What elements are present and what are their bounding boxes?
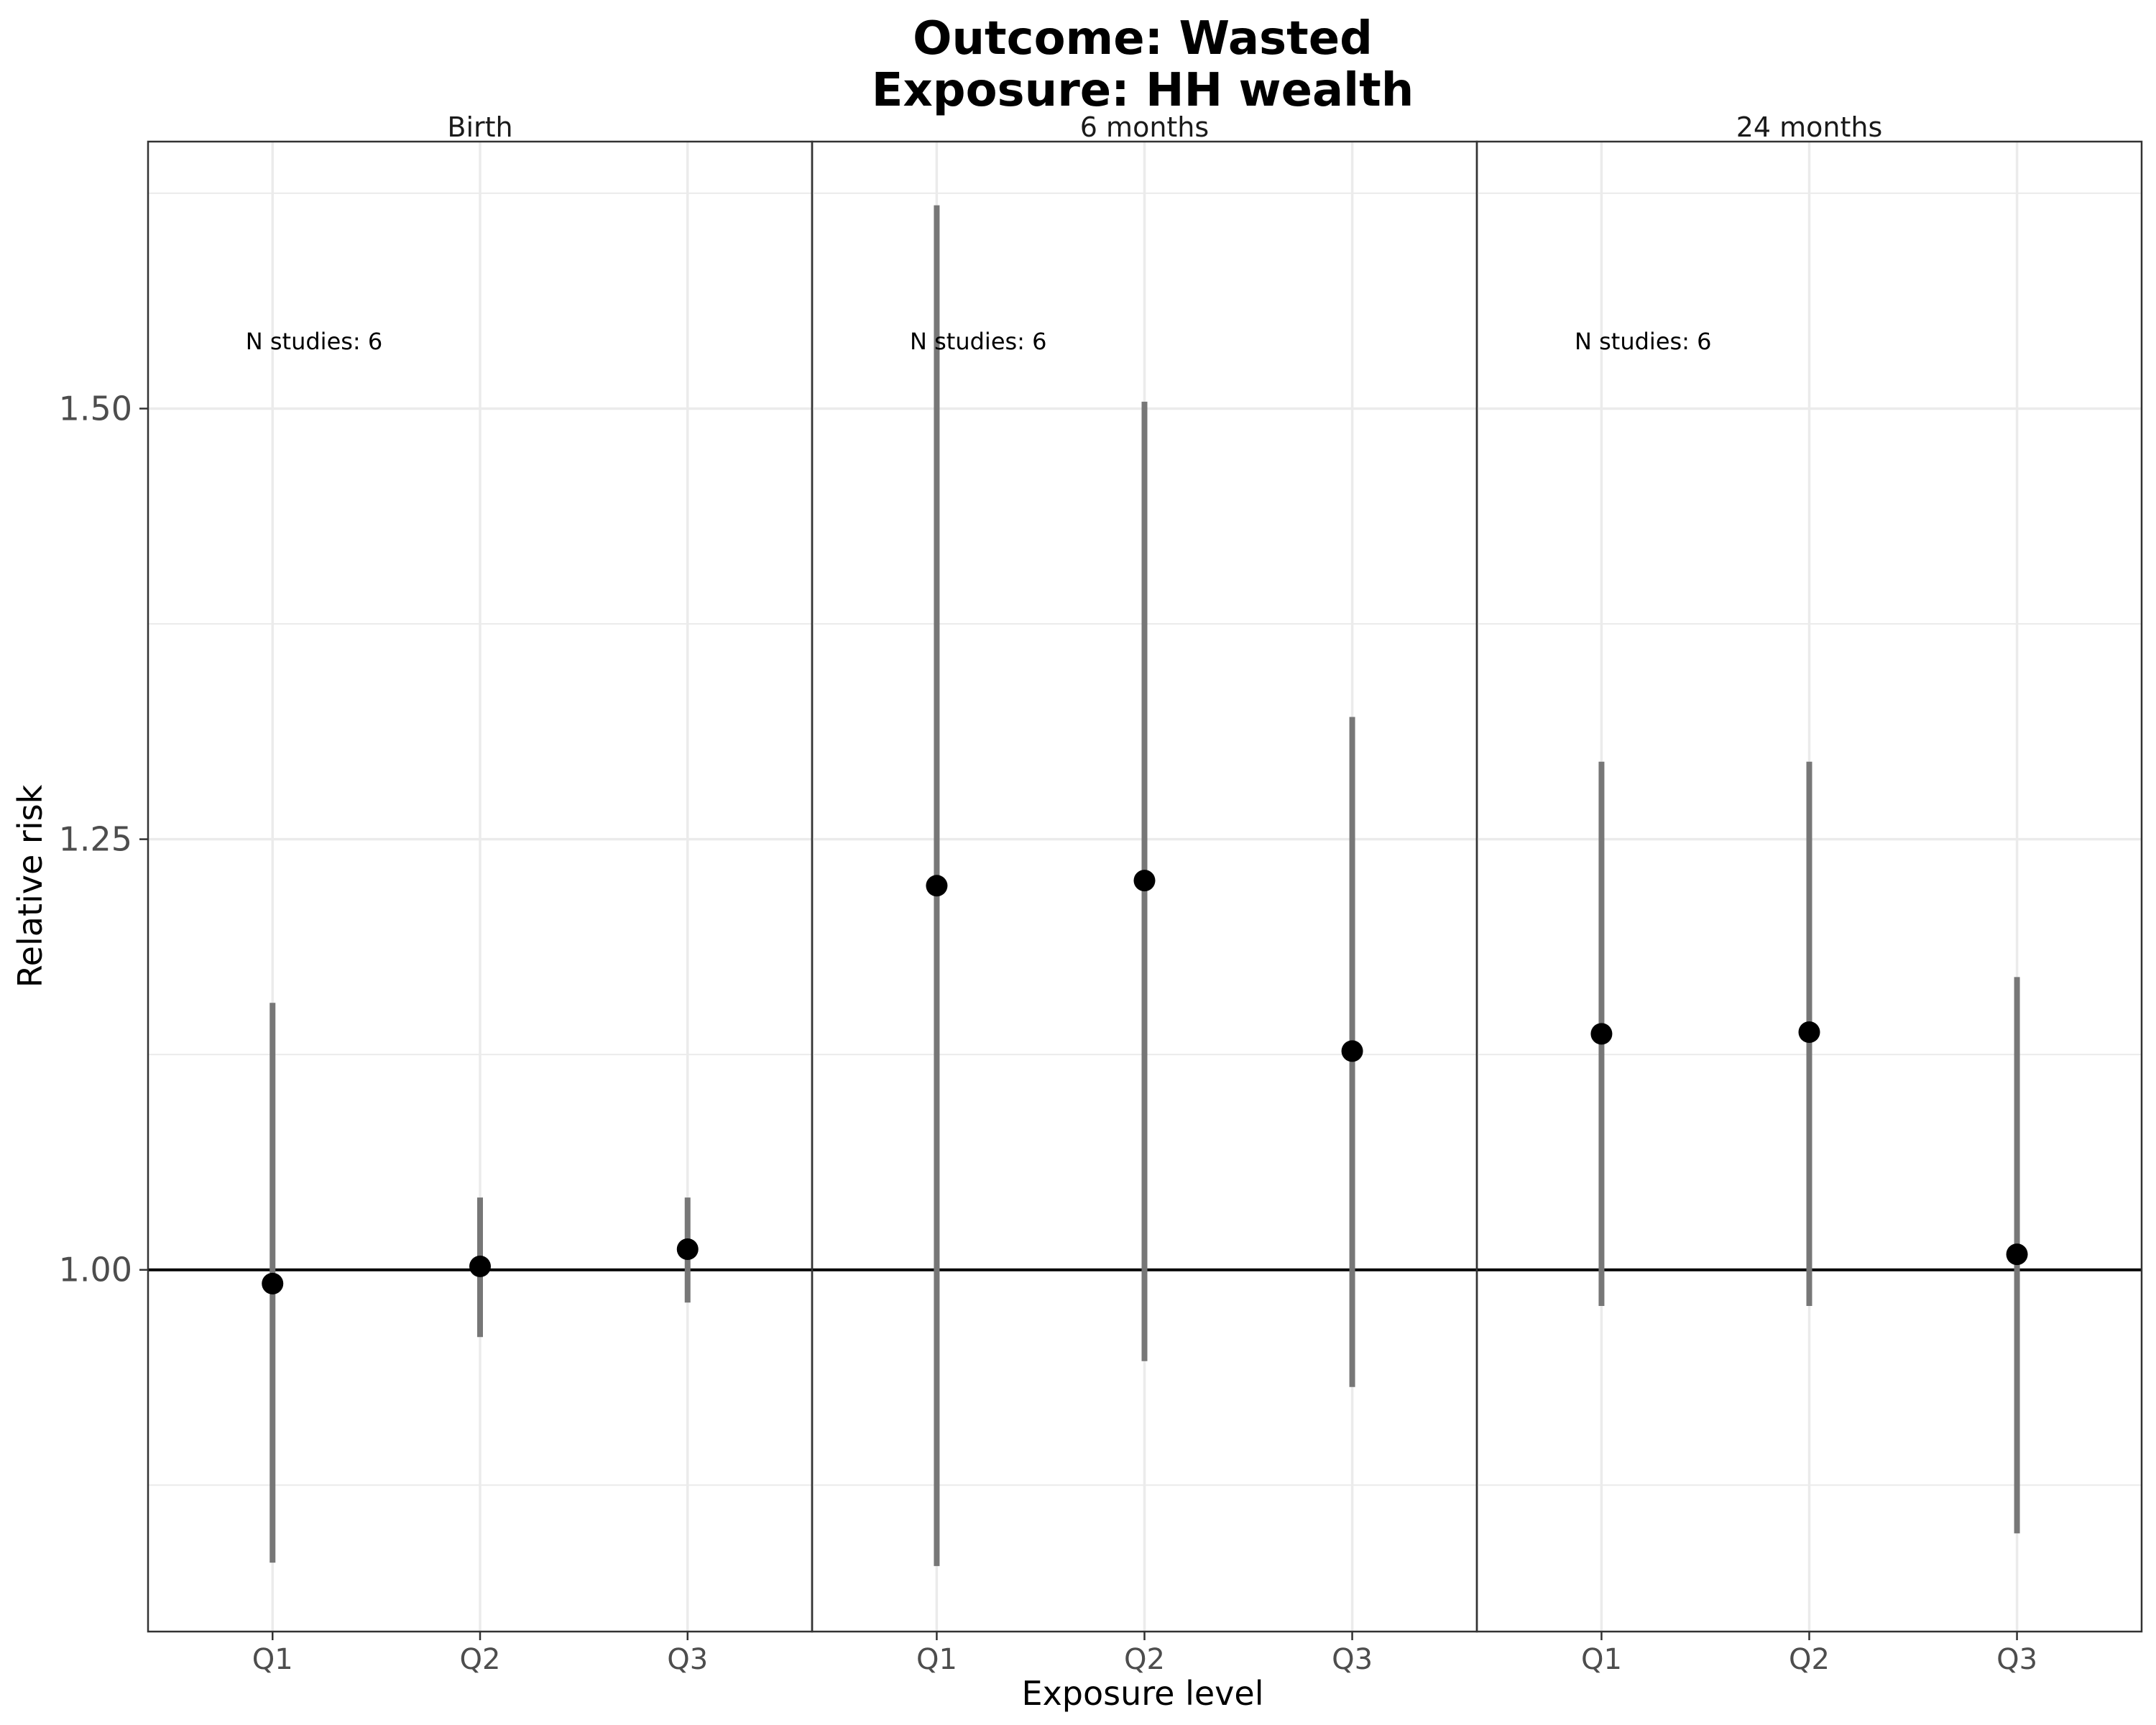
x-tick-label: Q2 bbox=[460, 1643, 501, 1676]
point-estimate-q2 bbox=[1133, 870, 1156, 892]
panel-2: N studies: 6 24 months Q1 Q2 Q3 bbox=[1475, 111, 2143, 1676]
n-studies-annotation: N studies: 6 bbox=[910, 328, 1046, 355]
x-tick-label: Q3 bbox=[667, 1643, 708, 1676]
n-studies-annotation: N studies: 6 bbox=[246, 328, 382, 355]
panel-0: N studies: 6 Birth Q1 Q2 Q3 bbox=[147, 111, 814, 1676]
y-axis: 1.00 1.25 1.50 bbox=[59, 389, 148, 1289]
point-estimate-q3 bbox=[2006, 1243, 2028, 1266]
y-tick-label: 1.25 bbox=[59, 820, 132, 859]
point-estimate-q1 bbox=[926, 875, 948, 897]
panel-label: 6 months bbox=[1080, 111, 1209, 143]
panel-label: Birth bbox=[447, 111, 512, 143]
point-estimate-q2 bbox=[1798, 1021, 1820, 1044]
x-tick-label: Q3 bbox=[1996, 1643, 2037, 1676]
chart-title-line-2: Exposure: HH wealth bbox=[872, 64, 1414, 117]
point-estimate-q3 bbox=[1341, 1040, 1363, 1062]
x-axis-title: Exposure level bbox=[1022, 1674, 1264, 1713]
x-tick-label: Q1 bbox=[252, 1643, 293, 1676]
n-studies-annotation: N studies: 6 bbox=[1575, 328, 1711, 355]
point-estimate-q1 bbox=[1590, 1023, 1613, 1045]
x-tick-label: Q3 bbox=[1332, 1643, 1373, 1676]
panels: N studies: 6 Birth Q1 Q2 Q3 N studies: 6 6 mon… bbox=[147, 111, 2143, 1676]
chart-title-line-1: Outcome: Wasted bbox=[913, 12, 1373, 65]
point-estimate-q3 bbox=[676, 1238, 699, 1260]
x-tick-label: Q2 bbox=[1124, 1643, 1165, 1676]
y-tick-label: 1.00 bbox=[59, 1251, 132, 1289]
panel-1: N studies: 6 6 months Q1 Q2 Q3 bbox=[811, 111, 1478, 1676]
x-tick-label: Q1 bbox=[916, 1643, 957, 1676]
x-tick-label: Q2 bbox=[1789, 1643, 1830, 1676]
y-axis-title: Relative risk bbox=[11, 784, 50, 988]
point-estimate-q1 bbox=[262, 1272, 284, 1294]
point-estimate-q2 bbox=[469, 1255, 491, 1277]
panel-label: 24 months bbox=[1736, 111, 1883, 143]
x-tick-label: Q1 bbox=[1581, 1643, 1622, 1676]
y-tick-label: 1.50 bbox=[59, 389, 132, 428]
